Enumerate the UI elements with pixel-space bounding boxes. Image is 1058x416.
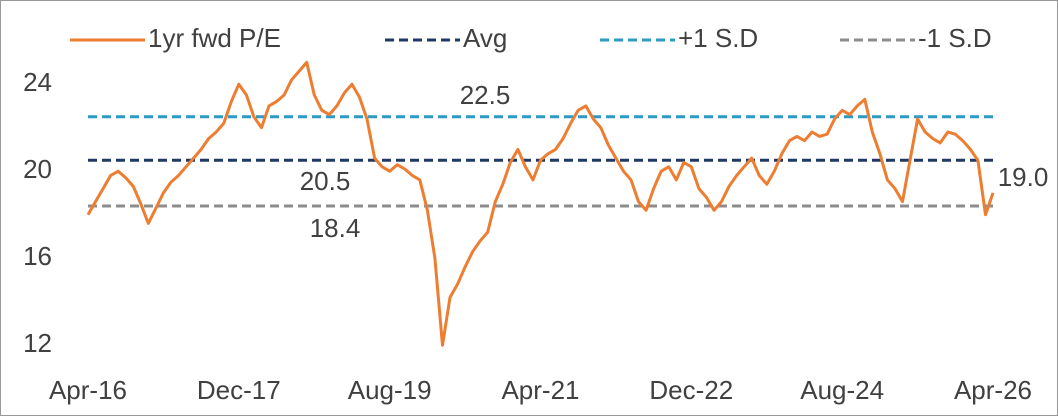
x-tick-label: Aug-24 — [800, 375, 884, 405]
legend-label: -1 S.D — [918, 23, 992, 53]
y-tick-label: 16 — [23, 241, 52, 271]
x-tick-label: Dec-17 — [197, 375, 281, 405]
y-tick-label: 20 — [23, 154, 52, 184]
legend-label: 1yr fwd P/E — [148, 23, 281, 53]
x-tick-label: Apr-21 — [501, 375, 579, 405]
reference-label: 20.5 — [300, 166, 351, 196]
data-label: 19.0 — [998, 162, 1049, 192]
reference-label: 22.5 — [460, 80, 511, 110]
x-tick-label: Apr-26 — [954, 375, 1032, 405]
legend-label: Avg — [463, 23, 507, 53]
x-tick-label: Aug-19 — [348, 375, 432, 405]
legend-label: +1 S.D — [678, 23, 758, 53]
y-tick-label: 24 — [23, 67, 52, 97]
y-tick-label: 12 — [23, 328, 52, 358]
series-line — [86, 60, 995, 347]
x-tick-label: Apr-16 — [49, 375, 127, 405]
x-tick-label: Dec-22 — [649, 375, 733, 405]
reference-label: 18.4 — [310, 213, 361, 243]
